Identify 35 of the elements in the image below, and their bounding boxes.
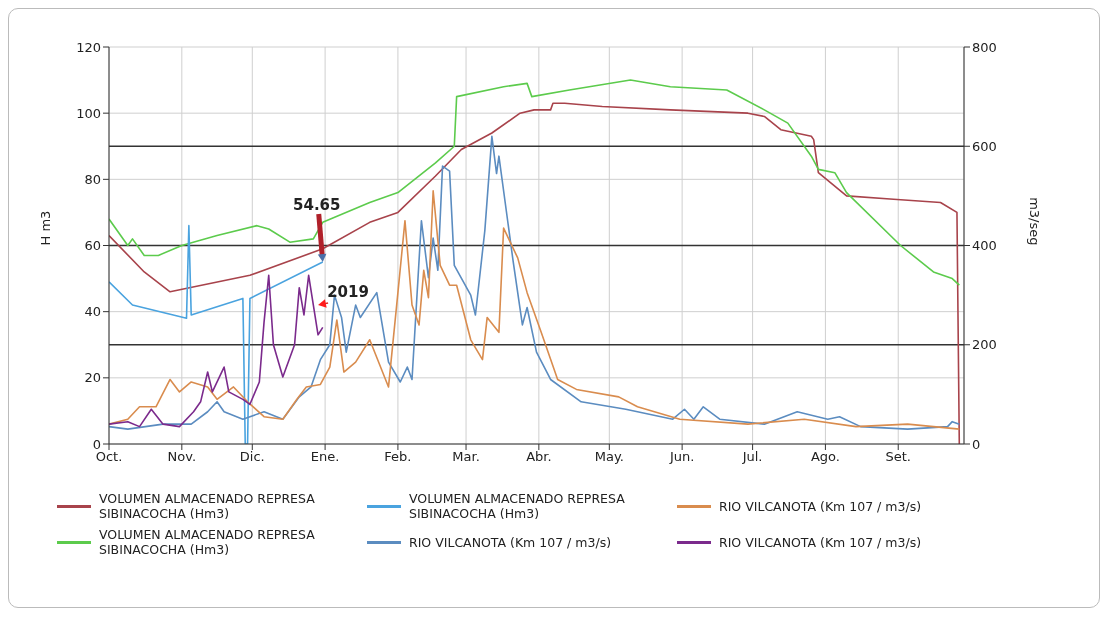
y2-tick-label: 600 xyxy=(972,138,997,154)
y-tick-label: 0 xyxy=(92,436,101,452)
legend-label: VOLUMEN ALMACENADO REPRESA SIBINACOCHA (Hm3) xyxy=(99,491,316,521)
y-tick-label: 80 xyxy=(84,171,101,187)
x-tick-label: Nov. xyxy=(167,449,197,465)
y-tick-label: 20 xyxy=(84,370,101,386)
y-tick-label: 40 xyxy=(84,304,101,320)
x-tick-label: Ago. xyxy=(810,449,840,465)
y-tick-label: 120 xyxy=(76,39,101,55)
y2-tick-label: 0 xyxy=(972,436,981,452)
y2-axis-title: m3/seg xyxy=(1027,197,1043,246)
x-tick-label: Oct. xyxy=(95,449,123,465)
legend-label: RIO VILCANOTA (Km 107 / m3/s) xyxy=(719,498,922,514)
y-tick-label: 100 xyxy=(76,105,101,121)
annotation: 54.65 xyxy=(293,196,341,215)
legend-label: RIO VILCANOTA (Km 107 / m3/s) xyxy=(719,534,922,550)
x-tick-label: Abr. xyxy=(526,449,552,465)
x-tick-label: Feb. xyxy=(384,449,412,465)
x-tick-label: Ene. xyxy=(310,449,340,465)
y-axis-title: H m3 xyxy=(37,210,53,246)
x-tick-label: Jul. xyxy=(741,449,763,465)
x-tick-label: May. xyxy=(594,449,624,465)
legend-label: VOLUMEN ALMACENADO REPRESA SIBINACOCHA (Hm3) xyxy=(99,527,316,557)
annotation: 2019 xyxy=(327,283,369,302)
line-series xyxy=(109,274,324,428)
y2-tick-label: 400 xyxy=(972,238,997,254)
x-tick-label: Jun. xyxy=(668,449,695,465)
y-tick-label: 60 xyxy=(84,238,101,254)
x-tick-label: Mar. xyxy=(452,449,480,465)
x-tick-label: Set. xyxy=(885,449,911,465)
x-tick-label: Dic. xyxy=(239,449,265,465)
legend-label: VOLUMEN ALMACENADO REPRESA SIBINACOCHA (Hm3) xyxy=(409,491,626,521)
y2-tick-label: 800 xyxy=(972,39,997,55)
legend-label: RIO VILCANOTA (Km 107 / m3/s) xyxy=(409,534,612,550)
y2-tick-label: 200 xyxy=(972,337,997,353)
